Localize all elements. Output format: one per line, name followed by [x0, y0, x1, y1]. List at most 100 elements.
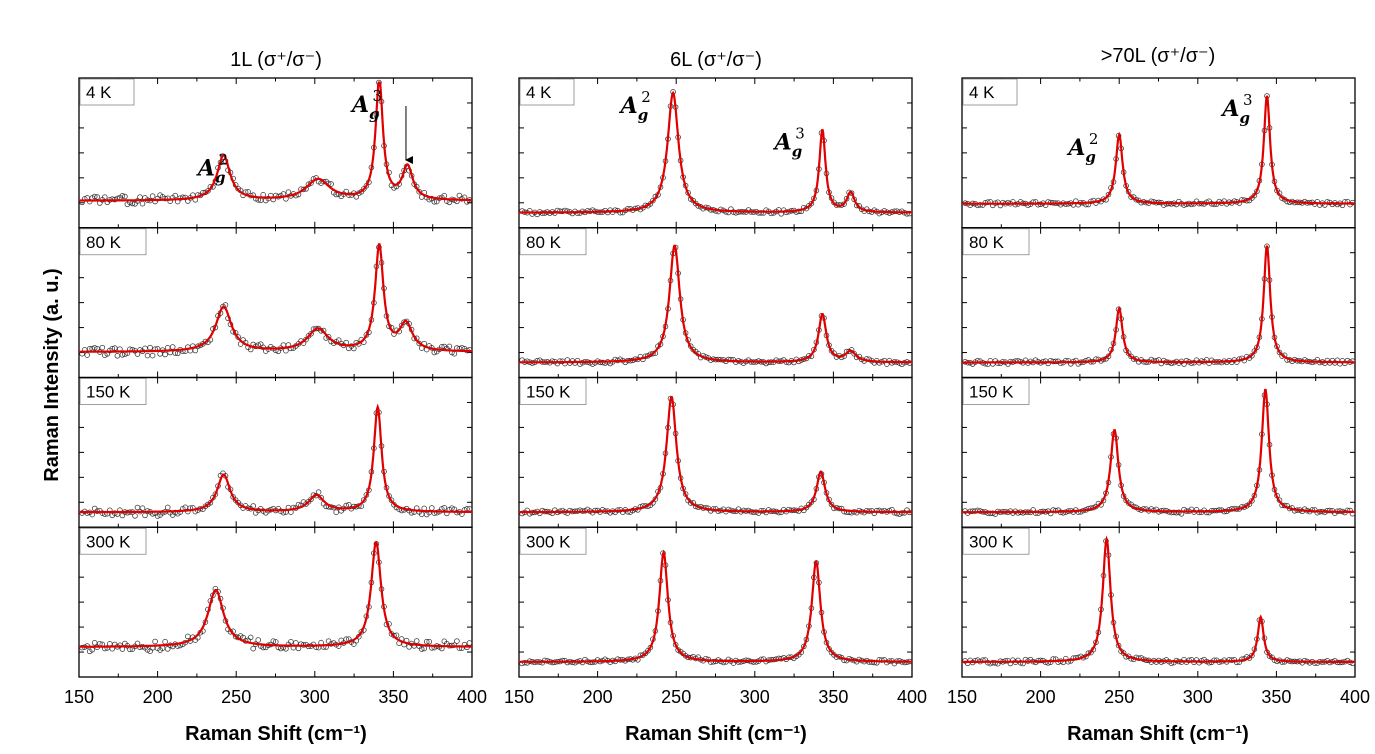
data-point: [906, 210, 913, 217]
panel-frame: [961, 77, 1356, 229]
data-point: [247, 634, 254, 641]
temperature-text: 80 K: [969, 233, 1005, 252]
column-title: 6L (σ⁺/σ⁻): [670, 49, 762, 71]
x-tick-label: 150: [64, 687, 94, 707]
fit-curve: [79, 541, 472, 648]
spectrum-panel: 150 K: [961, 376, 1356, 528]
data-point: [202, 338, 209, 345]
data-point: [426, 638, 432, 645]
data-point: [572, 659, 578, 666]
y-axis-label: Raman Intensity (a. u.): [41, 268, 63, 481]
data-point: [431, 349, 438, 356]
data-points: [962, 93, 1356, 209]
data-point: [413, 638, 420, 644]
data-point: [159, 510, 166, 516]
temperature-text: 300 K: [526, 532, 571, 551]
x-axis-label: Raman Shift (cm⁻¹): [625, 723, 807, 745]
data-point: [162, 195, 168, 202]
data-points: [519, 244, 913, 368]
data-point: [270, 638, 277, 644]
data-point: [328, 181, 334, 187]
peak-label: Ag2: [1066, 130, 1098, 166]
panel-frame: [518, 77, 913, 229]
x-tick-label: 350: [1261, 687, 1291, 707]
data-point: [431, 199, 438, 205]
data-point: [139, 200, 146, 207]
spectrum-panel: 4 K: [518, 77, 913, 229]
data-points: [79, 409, 473, 519]
x-tick-label: 400: [457, 687, 487, 707]
data-point: [1186, 657, 1192, 664]
data-point: [423, 638, 430, 645]
data-point: [285, 189, 292, 195]
x-tick-label: 400: [1340, 687, 1370, 707]
x-tick-label: 300: [740, 687, 770, 707]
x-tick-label: 250: [661, 687, 691, 707]
data-point: [1206, 659, 1212, 666]
data-point: [245, 189, 251, 195]
fit-curve: [519, 396, 912, 514]
x-tick-label: 150: [504, 687, 534, 707]
data-point: [144, 647, 151, 653]
spectrum-panel: 4 K: [961, 77, 1356, 229]
data-point: [456, 192, 463, 199]
data-point: [169, 344, 176, 350]
spectrum-panel: 4 K: [78, 77, 473, 229]
temperature-text: 4 K: [86, 83, 112, 102]
data-points: [519, 395, 913, 517]
fit-curve: [519, 90, 912, 214]
data-point: [1312, 660, 1318, 666]
data-point: [429, 505, 435, 511]
data-point: [990, 510, 996, 517]
x-tick-label: 350: [818, 687, 848, 707]
data-point: [325, 334, 332, 340]
data-point: [164, 504, 171, 511]
data-point: [114, 353, 121, 359]
temperature-text: 150 K: [526, 383, 571, 402]
data-point: [119, 193, 126, 199]
data-point: [142, 345, 148, 352]
data-point: [152, 638, 158, 645]
temperature-label: 80 K: [519, 228, 587, 256]
fit-curve: [962, 245, 1355, 364]
data-point: [992, 660, 999, 666]
fit-curve: [519, 244, 912, 364]
data-points: [962, 243, 1356, 367]
data-point: [441, 505, 448, 511]
column-title: 1L (σ⁺/σ⁻): [230, 49, 322, 71]
temperature-label: 80 K: [79, 228, 147, 256]
data-point: [139, 505, 146, 511]
peak-label: Ag3: [773, 125, 805, 161]
x-tick-label: 350: [378, 687, 408, 707]
panel-frame: [78, 77, 473, 229]
x-axis-label: Raman Shift (cm⁻¹): [185, 723, 367, 745]
data-point: [308, 331, 314, 337]
peak-label: Ag2: [196, 150, 228, 186]
data-point: [418, 646, 425, 652]
data-point: [288, 639, 294, 645]
temperature-text: 4 K: [526, 83, 552, 102]
data-point: [122, 193, 128, 200]
data-points: [962, 392, 1356, 517]
data-point: [149, 352, 156, 359]
data-point: [466, 640, 473, 646]
data-point: [1211, 657, 1217, 664]
fit-curve: [962, 535, 1355, 663]
data-point: [144, 352, 151, 359]
temperature-text: 300 K: [969, 532, 1014, 551]
data-point: [1161, 357, 1167, 364]
data-point: [1105, 191, 1112, 198]
peak-label: Ag3: [1220, 91, 1252, 127]
spectrum-panel: 150 K: [78, 376, 473, 528]
spectrum-panel: 300 K: [78, 526, 473, 678]
x-tick-label: 200: [583, 687, 613, 707]
data-points: [519, 550, 913, 667]
data-point: [879, 657, 885, 663]
data-point: [99, 344, 106, 351]
column-70L: >70L (σ⁺/σ⁻) Raman Shift (cm⁻¹) 4 K 80 K 1…: [947, 45, 1370, 745]
temperature-label: 4 K: [962, 78, 1018, 106]
data-point: [137, 194, 143, 200]
data-points: [962, 538, 1356, 667]
fit-curve: [79, 403, 472, 514]
